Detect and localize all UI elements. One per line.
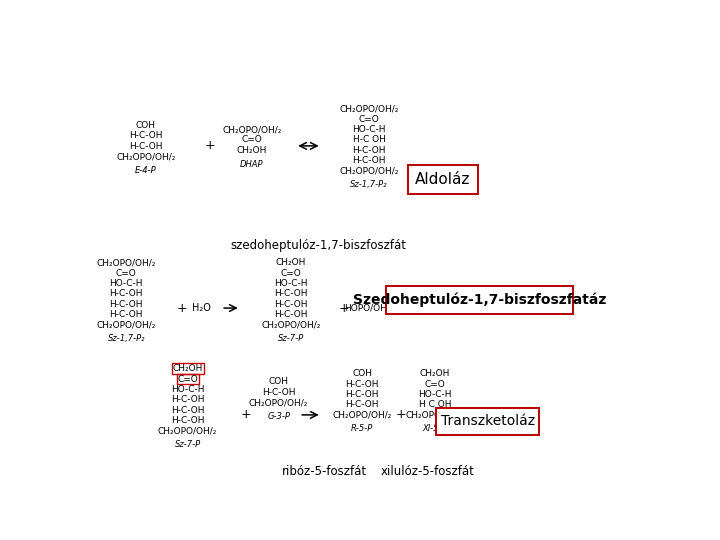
Text: CH₂OH: CH₂OH — [237, 146, 267, 155]
Text: G-3-P: G-3-P — [267, 412, 290, 421]
Text: H-C OH: H-C OH — [353, 136, 385, 145]
Text: CH₂OPO/OH/₂: CH₂OPO/OH/₂ — [261, 321, 320, 329]
Text: C=O: C=O — [241, 136, 262, 145]
Text: H-C-OH: H-C-OH — [109, 300, 143, 309]
Text: DHAP: DHAP — [240, 160, 264, 168]
Text: COH: COH — [136, 121, 156, 130]
Text: E-4-P: E-4-P — [135, 166, 157, 175]
Text: CH₂OPO/OH/₂: CH₂OPO/OH/₂ — [222, 125, 282, 134]
Text: COH: COH — [352, 369, 372, 378]
Text: CH₂OPO/OH/₂: CH₂OPO/OH/₂ — [158, 427, 217, 436]
Text: C=O: C=O — [281, 268, 301, 278]
Text: xilulóz-5-foszfát: xilulóz-5-foszfát — [381, 465, 474, 478]
Text: C=O: C=O — [116, 268, 137, 278]
Text: CH₂OPO/OH/₂: CH₂OPO/OH/₂ — [96, 258, 156, 267]
Text: H-C-OH: H-C-OH — [346, 400, 379, 409]
Text: CH₂OPO/OH/₂: CH₂OPO/OH/₂ — [333, 411, 392, 420]
Text: CH₂OPO/OH/₂: CH₂OPO/OH/₂ — [339, 167, 399, 176]
Text: H-C-OH: H-C-OH — [346, 390, 379, 399]
Text: H-C-OH: H-C-OH — [129, 131, 163, 140]
Text: H-C-OH: H-C-OH — [109, 289, 143, 298]
Text: H-C-OH: H-C-OH — [262, 388, 295, 397]
Text: H-C-OH: H-C-OH — [274, 310, 307, 319]
Text: +: + — [241, 408, 251, 421]
Text: HO-C-H: HO-C-H — [418, 390, 451, 399]
Text: CH₂OPO/OH/₂: CH₂OPO/OH/₂ — [116, 152, 176, 161]
Text: CH₂OH: CH₂OH — [173, 364, 203, 373]
Text: Aldoláz: Aldoláz — [415, 172, 471, 187]
Text: HO-C-H: HO-C-H — [109, 279, 143, 288]
Text: C=O: C=O — [425, 380, 445, 389]
FancyBboxPatch shape — [386, 286, 572, 314]
Text: H-C-OH: H-C-OH — [129, 141, 163, 151]
Text: Sz-7-P: Sz-7-P — [174, 440, 201, 449]
Text: ribóz-5-foszfát: ribóz-5-foszfát — [282, 465, 367, 478]
Text: COH: COH — [269, 377, 289, 387]
Text: CH₂OPO/OH/₂: CH₂OPO/OH/₂ — [249, 399, 308, 407]
Text: HOPO/OH/₂: HOPO/OH/₂ — [344, 303, 394, 313]
Text: H-C-OH: H-C-OH — [274, 289, 307, 298]
Text: R-5-P: R-5-P — [351, 424, 374, 434]
Text: H-C-OH: H-C-OH — [171, 416, 204, 425]
Text: CH₂OPO/OH/₂: CH₂OPO/OH/₂ — [339, 104, 399, 113]
Text: Transzketoláz: Transzketoláz — [441, 414, 535, 428]
Text: +: + — [338, 301, 349, 314]
Text: H-C-OH: H-C-OH — [274, 300, 307, 309]
Text: szedoheptulóz-1,7-biszfoszfát: szedoheptulóz-1,7-biszfoszfát — [231, 239, 407, 252]
Text: H C OH: H C OH — [418, 400, 451, 409]
Text: H-C-OH: H-C-OH — [352, 156, 386, 165]
Text: +: + — [204, 139, 215, 152]
Text: HO-C-H: HO-C-H — [274, 279, 307, 288]
Text: H-C-OH: H-C-OH — [171, 406, 204, 415]
Text: CH₂OPO/OH/₂: CH₂OPO/OH/₂ — [96, 321, 156, 329]
Text: H-C-OH: H-C-OH — [352, 146, 386, 155]
FancyBboxPatch shape — [436, 408, 539, 435]
Text: CH₂OPO/OH/₂: CH₂OPO/OH/₂ — [405, 411, 464, 420]
Text: H-C-OH: H-C-OH — [346, 380, 379, 389]
Text: +: + — [396, 408, 407, 421]
Text: Xl-5-P: Xl-5-P — [423, 424, 447, 434]
Text: C=O: C=O — [177, 375, 198, 383]
Text: Sz-1,7-P₂: Sz-1,7-P₂ — [350, 180, 388, 190]
Text: +: + — [176, 301, 187, 314]
Text: HO-C-H: HO-C-H — [171, 385, 204, 394]
Text: CH₂OH: CH₂OH — [420, 369, 450, 378]
Text: C=O: C=O — [359, 114, 379, 124]
Text: H-C-OH: H-C-OH — [171, 395, 204, 404]
Text: H-C-OH: H-C-OH — [109, 310, 143, 319]
Text: Szedoheptulóz-1,7-biszfoszfatáz: Szedoheptulóz-1,7-biszfoszfatáz — [353, 293, 606, 307]
Text: CH₂OH: CH₂OH — [276, 258, 306, 267]
Text: Sz-1,7-P₂: Sz-1,7-P₂ — [107, 334, 145, 343]
Text: Sz-7-P: Sz-7-P — [278, 334, 304, 343]
Text: H₂O: H₂O — [192, 303, 211, 313]
FancyBboxPatch shape — [408, 165, 478, 194]
Text: HO-C-H: HO-C-H — [352, 125, 386, 134]
